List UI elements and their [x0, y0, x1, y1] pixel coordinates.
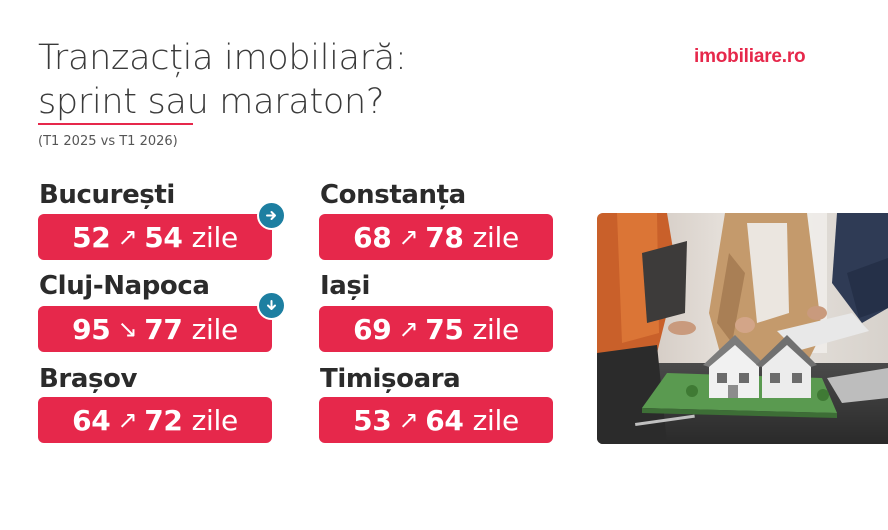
days-unit: zile: [472, 312, 520, 346]
arrow-down-icon: [257, 291, 286, 320]
days-from: 53: [353, 403, 392, 437]
days-from: 64: [72, 403, 111, 437]
trend-arrow: ↗: [398, 406, 419, 434]
days-to: 75: [425, 312, 464, 346]
city-name-timisoara: Timișoara: [320, 364, 461, 394]
brand-logo: imobiliare.ro: [694, 46, 806, 67]
days-pill-iasi: 69 ↗ 75 zile: [319, 306, 553, 352]
days-unit: zile: [472, 220, 520, 254]
page-title: Tranzacția imobiliară: sprint sau marato…: [38, 36, 407, 124]
house-model-photo: [597, 213, 888, 444]
city-name-constanta: Constanța: [320, 180, 466, 210]
trend-arrow: ↘: [117, 315, 138, 343]
city-name-brasov: Brașov: [39, 364, 138, 394]
title-line-1: Tranzacția imobiliară:: [38, 38, 407, 78]
days-unit: zile: [191, 220, 239, 254]
city-name-bucuresti: București: [39, 180, 175, 210]
arrow-right-icon: [257, 201, 286, 230]
days-to: 64: [425, 403, 464, 437]
trend-arrow: ↗: [398, 223, 419, 251]
days-pill-brasov: 64 ↗ 72 zile: [38, 397, 272, 443]
days-pill-bucuresti: 52 ↗ 54 zile: [38, 214, 272, 260]
city-name-iasi: Iași: [320, 271, 371, 301]
city-name-cluj-napoca: Cluj-Napoca: [39, 271, 210, 301]
days-from: 52: [72, 220, 111, 254]
days-to: 78: [425, 220, 464, 254]
days-pill-cluj-napoca: 95 ↘ 77 zile: [38, 306, 272, 352]
days-unit: zile: [472, 403, 520, 437]
trend-arrow: ↗: [117, 406, 138, 434]
days-from: 95: [72, 312, 111, 346]
days-from: 68: [353, 220, 392, 254]
title-line-2: sprint sau maraton?: [38, 82, 385, 122]
days-unit: zile: [191, 403, 239, 437]
days-from: 69: [353, 312, 392, 346]
days-unit: zile: [191, 312, 239, 346]
days-to: 54: [144, 220, 183, 254]
days-to: 72: [144, 403, 183, 437]
days-to: 77: [144, 312, 183, 346]
days-pill-timisoara: 53 ↗ 64 zile: [319, 397, 553, 443]
subtitle: (T1 2025 vs T1 2026): [38, 134, 178, 149]
title-underline: [38, 123, 193, 125]
trend-arrow: ↗: [398, 315, 419, 343]
trend-arrow: ↗: [117, 223, 138, 251]
days-pill-constanta: 68 ↗ 78 zile: [319, 214, 553, 260]
